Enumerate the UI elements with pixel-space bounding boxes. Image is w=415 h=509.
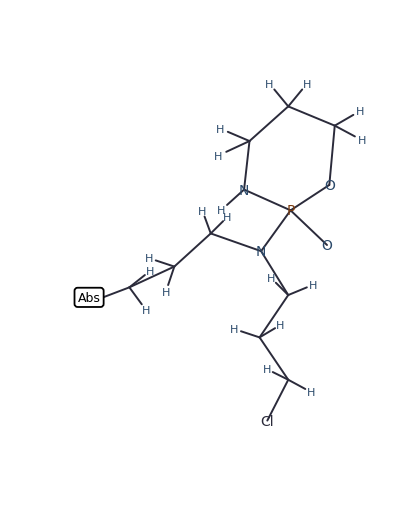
Text: H: H — [303, 79, 311, 90]
Text: O: O — [324, 179, 335, 192]
Text: H: H — [216, 124, 225, 134]
Text: H: H — [276, 320, 285, 330]
Text: H: H — [198, 206, 207, 216]
Text: H: H — [230, 324, 239, 334]
Text: H: H — [214, 151, 222, 161]
Text: H: H — [142, 305, 150, 316]
Text: N: N — [256, 245, 266, 259]
Text: P: P — [286, 204, 295, 218]
Text: H: H — [162, 287, 170, 297]
Text: H: H — [223, 212, 232, 222]
Text: N: N — [239, 183, 249, 197]
Text: H: H — [217, 206, 225, 216]
Text: H: H — [263, 364, 271, 375]
Text: H: H — [265, 79, 273, 90]
Text: O: O — [322, 239, 332, 252]
Text: H: H — [146, 266, 154, 276]
Text: Cl: Cl — [261, 414, 274, 428]
Text: Abs: Abs — [78, 291, 100, 304]
Text: H: H — [309, 280, 317, 290]
Text: H: H — [307, 387, 315, 398]
Text: H: H — [356, 107, 364, 117]
Text: H: H — [145, 254, 154, 264]
Text: H: H — [267, 274, 276, 284]
Text: H: H — [358, 136, 366, 146]
